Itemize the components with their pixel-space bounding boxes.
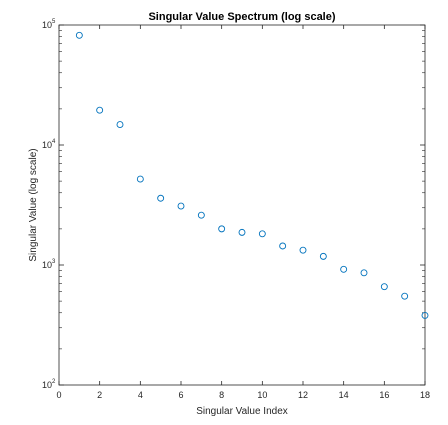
data-point xyxy=(421,311,429,319)
data-point xyxy=(96,106,104,114)
data-point xyxy=(75,31,83,39)
y-tick-label: 103 xyxy=(42,259,56,270)
data-point xyxy=(340,265,348,273)
data-point xyxy=(218,225,226,233)
x-axis-label: Singular Value Index xyxy=(196,406,288,417)
data-point xyxy=(401,292,409,300)
x-tick-label: 10 xyxy=(257,390,267,400)
data-point xyxy=(360,269,368,277)
x-tick-label: 0 xyxy=(56,390,61,400)
x-axis-ticks: 0 2 4 6 8 10 12 14 16 18 xyxy=(56,25,430,400)
y-axis-label: Singular Value (log scale) xyxy=(28,148,39,261)
y-tick-exponent: 3 xyxy=(52,259,56,265)
x-tick-label: 8 xyxy=(219,390,224,400)
y-tick-label: 105 xyxy=(42,19,56,30)
y-tick-base: 10 xyxy=(42,260,52,270)
y-tick-exponent: 4 xyxy=(52,139,56,145)
x-tick-label: 16 xyxy=(379,390,389,400)
y-tick-exponent: 2 xyxy=(52,379,56,385)
plot-area xyxy=(58,24,426,386)
data-point xyxy=(258,230,266,238)
data-point xyxy=(319,252,327,260)
x-tick-label: 2 xyxy=(97,390,102,400)
data-point xyxy=(380,283,388,291)
y-tick-label: 102 xyxy=(42,379,56,390)
y-tick-label: 104 xyxy=(42,139,56,150)
y-tick-base: 10 xyxy=(42,140,52,150)
x-tick-label: 6 xyxy=(178,390,183,400)
data-point xyxy=(299,246,307,254)
y-tick-exponent: 5 xyxy=(52,19,56,25)
data-point xyxy=(136,175,144,183)
data-point xyxy=(116,121,124,129)
y-tick-base: 10 xyxy=(42,20,52,30)
data-point xyxy=(279,242,287,250)
x-tick-label: 14 xyxy=(339,390,349,400)
data-point xyxy=(157,194,165,202)
y-tick-base: 10 xyxy=(42,380,52,390)
data-point xyxy=(197,211,205,219)
data-point xyxy=(177,202,185,210)
x-tick-label: 12 xyxy=(298,390,308,400)
chart-title: Singular Value Spectrum (log scale) xyxy=(148,11,335,23)
x-tick-label: 4 xyxy=(138,390,143,400)
data-points xyxy=(75,31,429,319)
data-point xyxy=(238,228,246,236)
x-tick-label: 18 xyxy=(420,390,430,400)
